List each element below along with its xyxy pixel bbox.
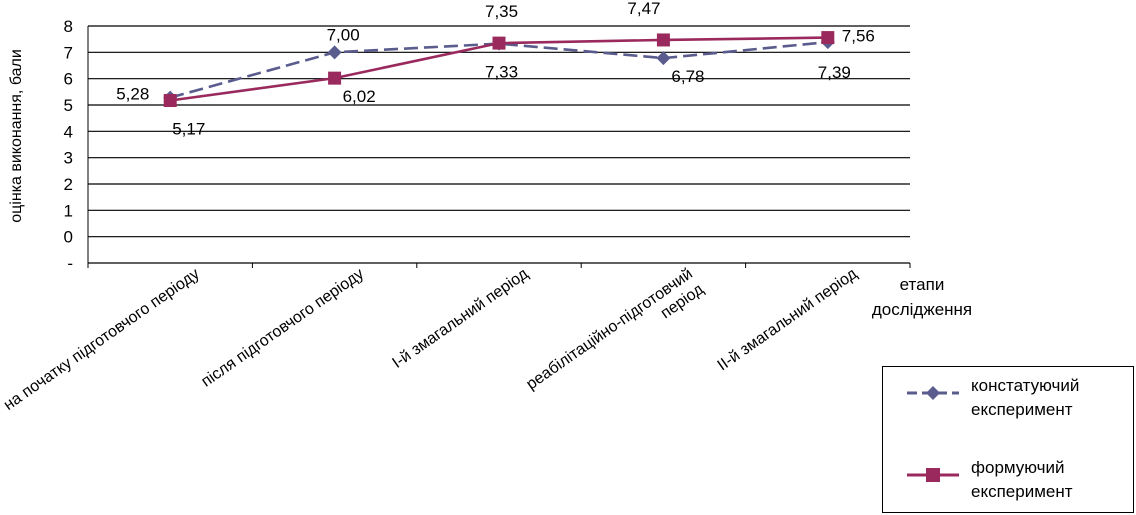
data-label: 7,33: [485, 63, 518, 82]
series-line: [169, 40, 828, 99]
y-tick-label: 3: [64, 149, 73, 168]
y-tick-label: 7: [64, 43, 73, 62]
legend-item-constating: констатуючий експеримент: [893, 371, 1129, 427]
y-tick-label: -: [67, 254, 73, 273]
y-tick-label: 6: [64, 70, 73, 89]
y-axis-title: оцінка виконання, бали: [8, 49, 25, 223]
y-tick-label: 1: [64, 201, 73, 220]
legend-label: формуючий експеримент: [971, 456, 1131, 504]
data-label: 7,35: [485, 2, 518, 21]
data-label: 5,17: [172, 120, 205, 139]
data-label: 7,00: [327, 25, 360, 44]
y-tick-label: 4: [64, 122, 73, 141]
data-label: 6,02: [343, 87, 376, 106]
legend-label-line: констатуючий: [971, 376, 1080, 395]
legend-item-forming: формуючий експеримент: [893, 453, 1129, 509]
data-point: [656, 51, 671, 66]
data-point: [328, 71, 342, 85]
y-tick-label: 5: [64, 96, 73, 115]
x-tick-label: ІІ-й змагальний період: [715, 265, 861, 374]
data-labels: 5,28 7,00 7,33 6,78 7,39 5,17 6,02 7,35 7,47 7,56: [116, 0, 875, 139]
data-label: 7,39: [818, 63, 851, 82]
y-tick-label: 0: [64, 228, 73, 247]
solid-square-line-icon: [907, 468, 959, 482]
legend-label-line: формуючий: [971, 458, 1065, 477]
x-tick-label: на початку підготовчого періоду: [1, 265, 203, 413]
x-tick-label: після підготовчого періоду: [198, 265, 367, 390]
legend-label-line: експеримент: [971, 400, 1073, 419]
data-point: [656, 33, 670, 47]
legend-label: констатуючий експеримент: [971, 374, 1131, 422]
y-tick-label: 8: [64, 17, 73, 36]
x-tick-label: І-й змагальний період: [389, 265, 532, 372]
data-label: 5,28: [116, 85, 149, 104]
y-tick-labels: 8 7 6 5 4 3 2 1 0 -: [64, 17, 73, 273]
data-point: [492, 36, 506, 50]
data-label: 7,47: [627, 0, 660, 18]
data-point: [327, 45, 342, 60]
dashed-diamond-line-icon: [907, 386, 959, 400]
x-tick-label: реабілітаційно-підготовчийперіод: [523, 265, 707, 409]
legend-label-line: експеримент: [971, 482, 1073, 501]
data-label: 7,56: [842, 27, 875, 46]
x-axis-title: етапи дослідження: [872, 275, 972, 319]
legend: констатуючий експеримент формуючий експе…: [882, 366, 1134, 513]
y-tick-label: 2: [64, 175, 73, 194]
grid: [87, 25, 911, 268]
series-layer: [163, 31, 835, 108]
data-point: [821, 31, 835, 45]
data-point: [163, 94, 177, 108]
data-label: 6,78: [671, 67, 704, 86]
